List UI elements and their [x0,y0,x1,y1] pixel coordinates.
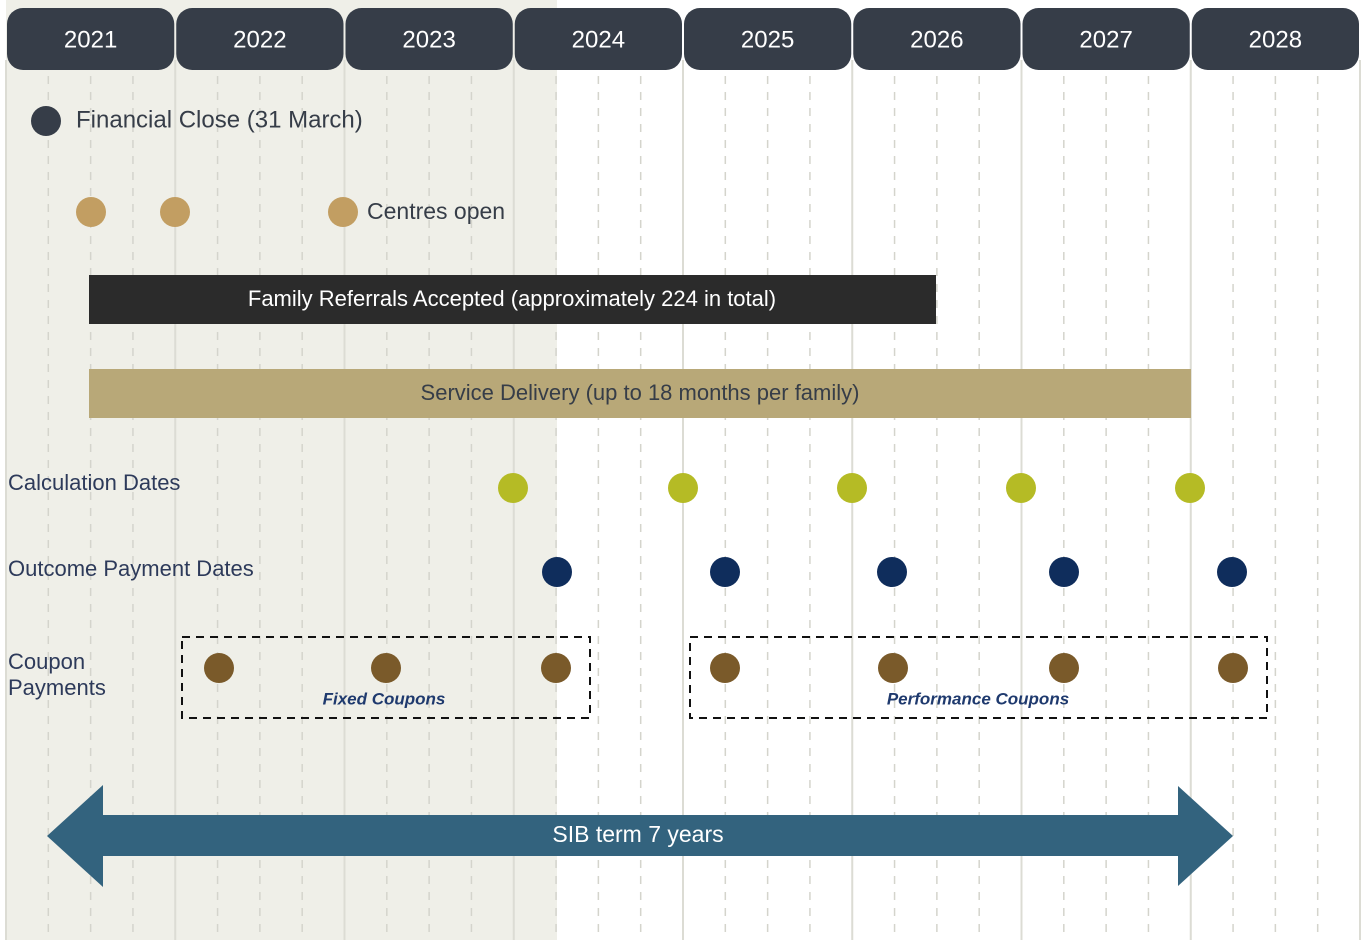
year-label: 2023 [402,26,455,53]
coupon-label: Payments [8,675,106,700]
outcome-dot [1217,557,1247,587]
year-tab [1022,8,1190,70]
fixed-coupons-label: Fixed Coupons [323,689,446,708]
year-label: 2024 [572,26,625,53]
sib-term-label: SIB term 7 years [552,821,723,847]
year-tabs: 2021 2022 2023 2024 2025 2026 2027 2028 [7,8,1359,70]
outcome-dot [710,557,740,587]
calculation-dates-label: Calculation Dates [8,470,180,495]
coupon-dot [1218,653,1248,683]
year-label: 2025 [741,26,794,53]
centres-open-label: Centres open [367,198,505,224]
year-tab [345,8,513,70]
outcome-dot [542,557,572,587]
calculation-dot [668,473,698,503]
year-tab [514,8,682,70]
outcome-dates-label: Outcome Payment Dates [8,556,254,581]
past-shading [6,0,557,940]
referrals-bar [89,275,936,324]
coupon-dot [710,653,740,683]
coupon-dot [541,653,571,683]
calculation-dot [1175,473,1205,503]
year-label: 2028 [1249,26,1302,53]
coupon-dot [204,653,234,683]
centre-dot [160,197,190,227]
year-tab [176,8,344,70]
calculation-dot [837,473,867,503]
centre-dot [76,197,106,227]
year-label: 2027 [1079,26,1132,53]
calculation-dot [498,473,528,503]
sib-term-arrow [47,785,1233,887]
service-bar [89,369,1191,418]
outcome-dot [1049,557,1079,587]
performance-coupons-label: Performance Coupons [887,689,1069,708]
year-tab [1191,8,1359,70]
coupon-dot [1049,653,1079,683]
outcome-dot [877,557,907,587]
dots [204,473,1248,683]
year-tab [684,8,852,70]
service-label: Service Delivery (up to 18 months per fa… [421,380,860,405]
year-label: 2022 [233,26,286,53]
coupon-label: Coupon [8,649,85,674]
coupon-dot [878,653,908,683]
financial-close-dot [31,106,61,136]
centre-dot [328,197,358,227]
year-tab [7,8,175,70]
year-tab [853,8,1021,70]
referrals-label: Family Referrals Accepted (approximately… [248,286,776,311]
financial-close-label: Financial Close (31 March) [76,106,363,133]
year-label: 2021 [64,26,117,53]
coupon-dot [371,653,401,683]
fixed-box [181,636,591,719]
year-label: 2026 [910,26,963,53]
calculation-dot [1006,473,1036,503]
performance-box [689,636,1268,719]
